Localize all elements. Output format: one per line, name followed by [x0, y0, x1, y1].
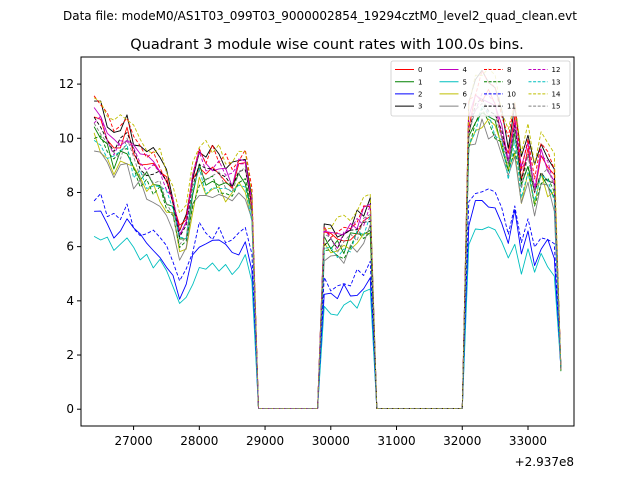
chart-title: Quadrant 3 module wise count rates with …: [130, 37, 524, 53]
legend-label-0: 0: [418, 66, 422, 74]
series-line-14: [93, 67, 562, 409]
series-line-15: [93, 103, 562, 409]
legend-label-1: 1: [418, 78, 422, 86]
y-tick-label: 2: [66, 348, 74, 362]
series-line-9: [93, 108, 562, 409]
series-line-5: [93, 226, 562, 409]
x-tick-label: 31000: [377, 434, 415, 448]
legend-label-8: 8: [507, 66, 511, 74]
x-tick-label: 27000: [114, 434, 152, 448]
legend-label-12: 12: [552, 66, 561, 74]
series-line-12: [93, 92, 562, 409]
legend-label-4: 4: [463, 66, 468, 74]
legend-label-15: 15: [552, 103, 561, 111]
series-layer: [93, 67, 562, 409]
legend-box: [390, 60, 571, 117]
legend-label-10: 10: [507, 91, 516, 99]
plot-border: [80, 56, 575, 427]
legend-label-7: 7: [463, 103, 467, 111]
axis-layer: 27000 28000 29000 30000 31000 32000 33000 0 2 4 6 8…: [59, 77, 547, 448]
x-tick-label: 33000: [509, 434, 547, 448]
y-tick-label: 10: [59, 131, 74, 145]
x-tick-label: 32000: [443, 434, 481, 448]
y-tick-label: 4: [66, 294, 74, 308]
legend-label-3: 3: [418, 103, 422, 111]
legend-label-6: 6: [463, 91, 468, 99]
y-tick-label: 6: [66, 240, 74, 254]
legend-label-2: 2: [418, 91, 422, 99]
series-line-2: [94, 200, 562, 409]
x-tick-label: 29000: [246, 434, 284, 448]
y-tick-label: 0: [66, 402, 74, 416]
legend-label-11: 11: [507, 103, 516, 111]
series-line-7: [94, 118, 562, 409]
series-line-10: [93, 188, 562, 409]
y-tick-label: 8: [66, 185, 74, 199]
legend-label-9: 9: [507, 78, 511, 86]
data-file-suptitle: Data file: modeM0/AS1T03_099T03_90000028…: [63, 9, 577, 23]
legend-label-13: 13: [552, 78, 561, 86]
x-offset-label: +2.937e8: [515, 455, 574, 469]
x-tick-label: 30000: [312, 434, 350, 448]
x-tick-label: 28000: [180, 434, 218, 448]
legend-label-5: 5: [463, 78, 467, 86]
legend-label-14: 14: [552, 91, 561, 99]
y-tick-label: 12: [59, 77, 74, 91]
